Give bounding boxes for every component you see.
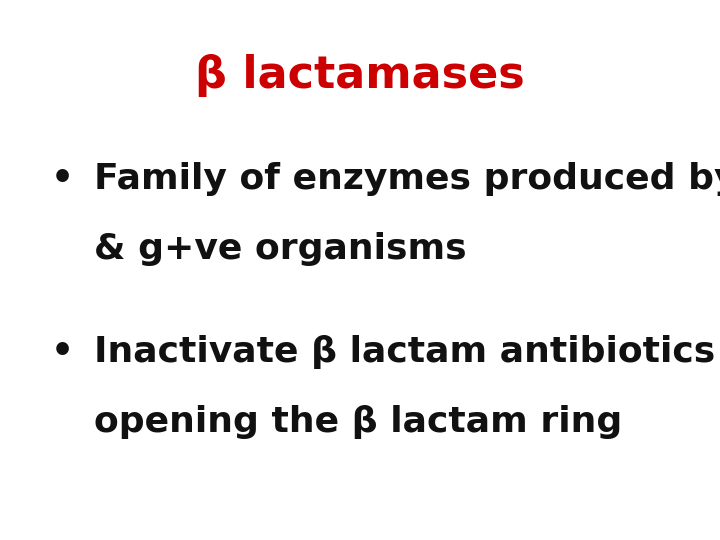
Text: •: • bbox=[50, 162, 73, 196]
Text: & g+ve organisms: & g+ve organisms bbox=[94, 232, 467, 266]
Text: •: • bbox=[50, 335, 73, 369]
Text: β lactamases: β lactamases bbox=[195, 54, 525, 97]
Text: Inactivate β lactam antibiotics by: Inactivate β lactam antibiotics by bbox=[94, 335, 720, 369]
Text: opening the β lactam ring: opening the β lactam ring bbox=[94, 405, 622, 439]
Text: Family of enzymes produced by g-ve: Family of enzymes produced by g-ve bbox=[94, 162, 720, 196]
